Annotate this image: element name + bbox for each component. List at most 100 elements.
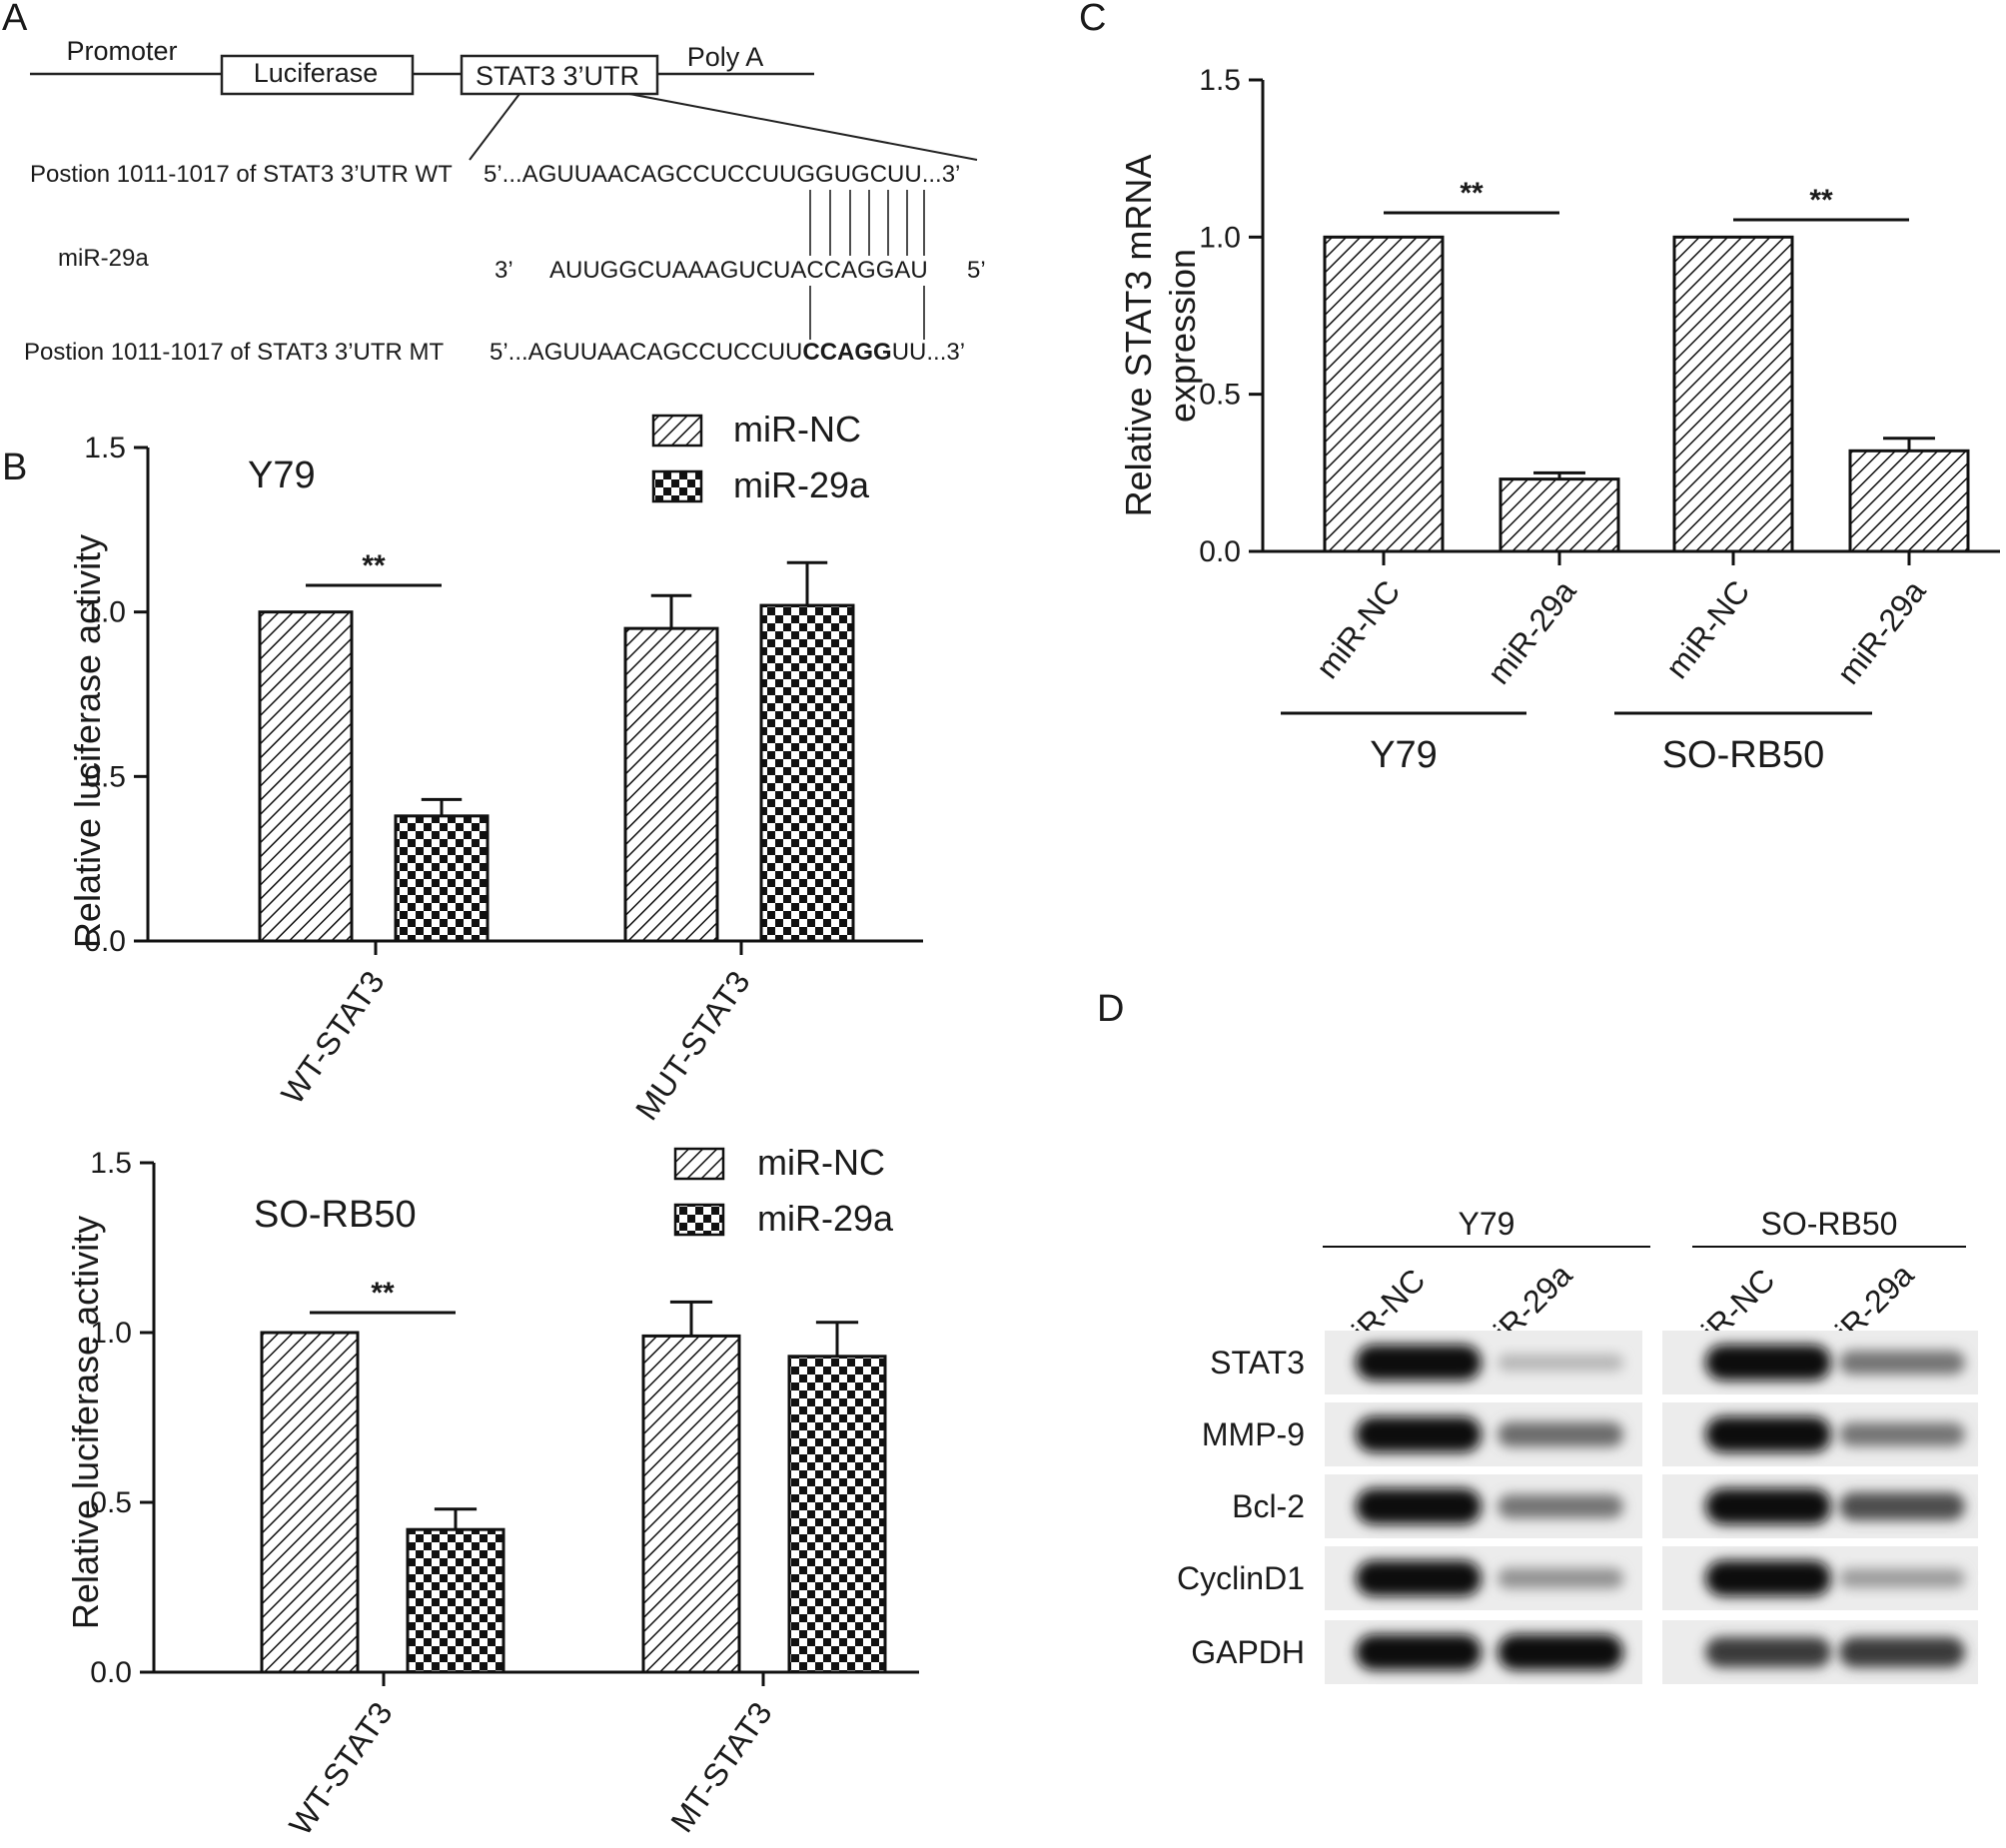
- chart-title: Y79: [248, 455, 316, 496]
- luciferase-label: Luciferase: [254, 58, 379, 88]
- blot-band: [1705, 1488, 1831, 1524]
- polya-label: Poly A: [687, 42, 764, 72]
- bar-mir-nc-wt-stat3: [260, 1331, 360, 1674]
- blot-band: [1498, 1354, 1623, 1372]
- blot-group-label: SO-RB50: [1761, 1206, 1898, 1242]
- panel-label-c: C: [1079, 0, 1106, 39]
- mt-sequence: 5’...AGUUAACAGCCUCCUUCCAGGUU...3’: [490, 339, 965, 366]
- bar-mir-29a-so-rb50: [1848, 449, 1970, 553]
- y-tick-label: 0.5: [90, 1486, 132, 1519]
- y-tick-label: 1.5: [84, 432, 126, 464]
- mir-5prime: 5’: [967, 257, 986, 284]
- legend-label-mir-29a: miR-29a: [733, 464, 870, 505]
- blot-band: [1839, 1568, 1965, 1588]
- significance-label: **: [1809, 184, 1833, 217]
- y-tick-label: 0.5: [84, 760, 126, 793]
- legend-swatch-mir-nc: [673, 1147, 725, 1181]
- y-axis-title-line1: Relative STAT3 mRNA: [1118, 155, 1159, 517]
- bar-mir-nc-mt-stat3: [641, 1334, 741, 1674]
- significance-label: **: [1460, 177, 1484, 210]
- bar-mir-29a-y79: [1499, 477, 1620, 553]
- legend-swatch-mir-nc: [651, 414, 703, 448]
- mt-label: Postion 1011-1017 of STAT3 3’UTR MT: [24, 339, 445, 366]
- mt-seq-prefix: 5’...AGUUAACAGCCUCCUU: [490, 339, 802, 366]
- chart-b-y79: Relative luciferase activity Y79 miR-NC …: [67, 409, 923, 1127]
- blot-band: [1356, 1416, 1482, 1452]
- y-axis-title: Relative luciferase activity: [67, 534, 108, 948]
- y-tick-label: 0.5: [1199, 379, 1241, 412]
- blot-band: [1356, 1488, 1482, 1524]
- blot-band: [1356, 1345, 1482, 1381]
- bar-mir-29a-mt-stat3: [787, 1355, 887, 1674]
- panel-label-b: B: [2, 447, 27, 488]
- blot-band: [1705, 1416, 1831, 1452]
- bar-mir-29a-wt-stat3: [394, 814, 490, 943]
- blot-protein-label: STAT3: [1210, 1345, 1305, 1381]
- x-tick-label: WT-STAT3: [282, 1695, 400, 1841]
- chart-b-so-rb50: Relative luciferase activity SO-RB50 miR…: [65, 1142, 919, 1842]
- bar-mir-nc-y79: [1323, 235, 1445, 553]
- blot-band: [1839, 1491, 1965, 1521]
- y-tick-label: 1.5: [1199, 64, 1241, 97]
- wt-label: Postion 1011-1017 of STAT3 3’UTR WT: [30, 161, 453, 188]
- blot-band: [1705, 1560, 1831, 1596]
- blot-band: [1498, 1634, 1623, 1670]
- blot-band: [1498, 1567, 1623, 1589]
- pairing-lines-wt: [809, 190, 925, 256]
- mir-sequence: AUUGGCUAAAGUCUACCAGGAU: [549, 257, 928, 284]
- blot-group-label: Y79: [1459, 1206, 1515, 1242]
- pairing-lines-mt: [809, 286, 925, 340]
- luciferase-box: [220, 54, 415, 96]
- blot-band: [1705, 1345, 1831, 1381]
- significance-label: **: [362, 549, 386, 582]
- zoom-line-left: [469, 93, 520, 161]
- y-tick-label: 0.0: [1199, 535, 1241, 568]
- x-tick-label: miR-29a: [1830, 573, 1933, 691]
- mir-3prime: 3’: [495, 257, 513, 284]
- bar-mir-nc-so-rb50: [1672, 235, 1794, 553]
- utr-box: [460, 54, 659, 96]
- bar-mir-29a-wt-stat3: [406, 1527, 505, 1674]
- y-tick-label: 1.0: [1199, 221, 1241, 254]
- panel-label-a: A: [2, 0, 28, 39]
- legend-label-mir-nc: miR-NC: [757, 1142, 885, 1183]
- zoom-line-right: [628, 93, 978, 161]
- mir-label: miR-29a: [58, 245, 149, 272]
- x-tick-label: WT-STAT3: [274, 964, 392, 1110]
- sequence-alignment: Postion 1011-1017 of STAT3 3’UTR WT 5’..…: [24, 161, 986, 366]
- x-tick-label: miR-NC: [1309, 573, 1407, 685]
- y-tick-label: 1.5: [90, 1147, 132, 1180]
- group-label: SO-RB50: [1662, 734, 1825, 776]
- construct-diagram: Promoter Luciferase STAT3 3’UTR Poly A: [30, 36, 978, 161]
- blot-band: [1498, 1494, 1623, 1518]
- x-tick-label: miR-29a: [1481, 573, 1583, 691]
- mt-seq-mutated: CCAGG: [802, 339, 891, 366]
- y-axis-title-line2: expression: [1162, 249, 1203, 423]
- x-tick-label: MT-STAT3: [663, 1695, 778, 1838]
- panel-label-d: D: [1097, 988, 1124, 1030]
- blot-band: [1498, 1421, 1623, 1447]
- blot-band: [1839, 1351, 1965, 1375]
- y-tick-label: 0.0: [90, 1656, 132, 1689]
- x-tick-label: miR-NC: [1658, 573, 1756, 685]
- legend-swatch-mir-29a: [673, 1203, 725, 1237]
- bar-mir-nc-wt-stat3: [258, 610, 354, 943]
- legend-label-mir-29a: miR-29a: [757, 1198, 894, 1239]
- blot-band: [1839, 1636, 1965, 1668]
- y-tick-label: 0.0: [84, 925, 126, 958]
- utr-label: STAT3 3’UTR: [476, 61, 639, 91]
- chart-c-mrna: Relative STAT3 mRNA expression 0.0 0.5 1.0…: [1118, 64, 2000, 776]
- y-tick-label: 1.0: [90, 1317, 132, 1350]
- group-label: Y79: [1370, 734, 1438, 776]
- bar-mir-nc-mut-stat3: [623, 626, 719, 943]
- legend-swatch-mir-29a: [651, 469, 703, 503]
- bar-mir-29a-mut-stat3: [759, 603, 855, 943]
- blot-protein-label: CyclinD1: [1177, 1560, 1305, 1596]
- promoter-label: Promoter: [66, 36, 177, 66]
- chart-title: SO-RB50: [254, 1194, 417, 1236]
- wt-sequence: 5’...AGUUAACAGCCUCCUUGGUGCUU...3’: [484, 161, 960, 188]
- blot-protein-label: Bcl-2: [1232, 1488, 1305, 1524]
- y-tick-label: 1.0: [84, 596, 126, 629]
